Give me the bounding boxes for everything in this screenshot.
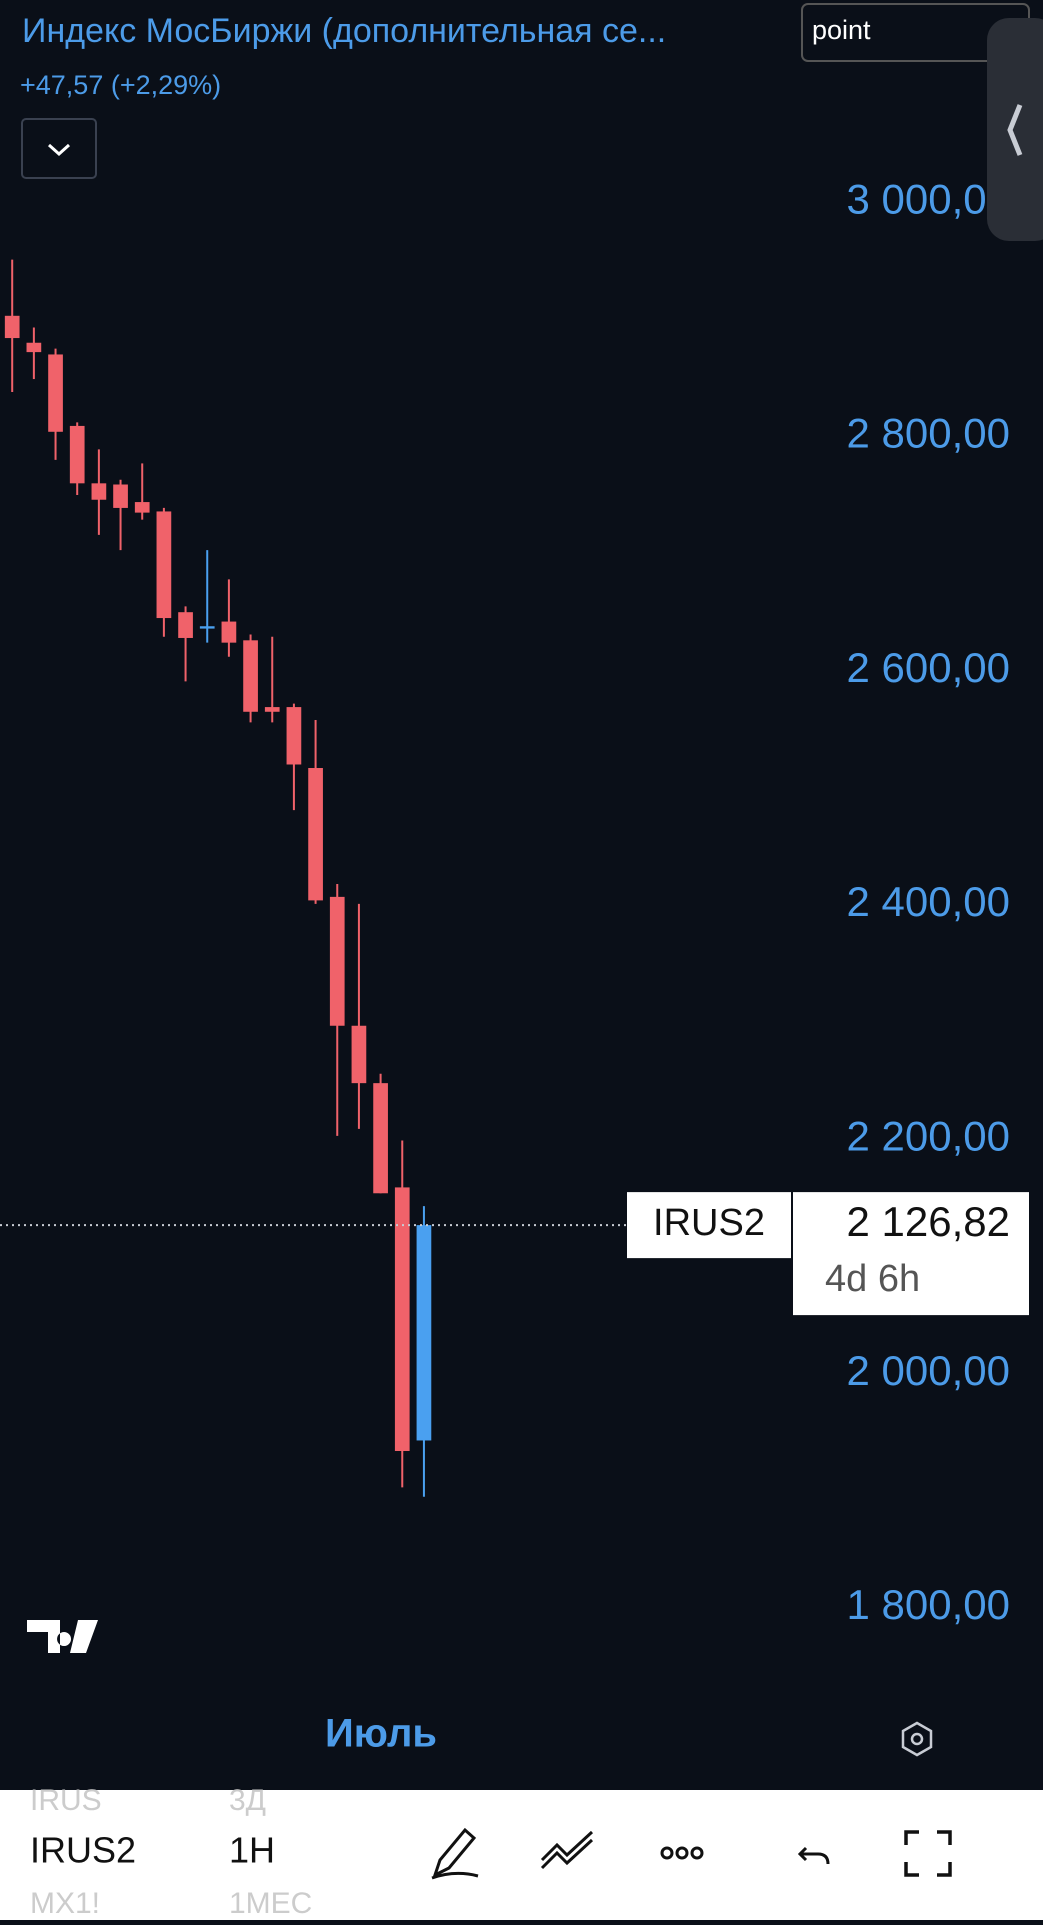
dot [660, 1846, 674, 1860]
dot [675, 1846, 689, 1860]
chart-background [0, 0, 1043, 1790]
candle-body [373, 1083, 388, 1194]
candle-body [221, 621, 237, 643]
input-text: point [812, 15, 871, 45]
search-input[interactable]: point [801, 3, 1030, 62]
candle-body [329, 896, 345, 1026]
interval-option[interactable]: 3Д [229, 1784, 266, 1817]
candle-body [286, 707, 302, 765]
candle-body [264, 707, 280, 712]
candle-body [178, 612, 193, 638]
price-label: 2 126,82 [847, 1198, 1011, 1245]
candle-body [394, 1187, 410, 1452]
candle-body [199, 626, 215, 629]
tools-icon[interactable] [540, 1830, 594, 1870]
candle-body [26, 342, 42, 353]
dropdown-button[interactable] [21, 118, 97, 179]
candle-body [113, 484, 128, 508]
logo [27, 1620, 98, 1653]
side-tab[interactable] [987, 18, 1043, 241]
countdown: 4d 6h [825, 1258, 920, 1300]
candle-body [4, 315, 20, 339]
button-frame [21, 118, 97, 179]
toolbar [0, 1790, 1043, 1920]
y-tick-label: 2 400,00 [847, 878, 1011, 925]
chevron [47, 143, 71, 157]
candle-body [48, 354, 63, 432]
candle-body [69, 425, 85, 484]
symbol-option[interactable]: IRUS2 [30, 1830, 136, 1871]
y-tick-label: 2 200,00 [847, 1112, 1011, 1159]
interval-option[interactable]: 1МЕС [229, 1887, 312, 1920]
candle-body [91, 483, 107, 500]
interval-option[interactable]: 1H [229, 1830, 275, 1871]
y-tick-label: 3 000,00 [847, 175, 1011, 222]
dot [690, 1846, 704, 1860]
candle-body [134, 502, 150, 513]
settings-icon-center [910, 1732, 924, 1746]
y-tick-label: 2 600,00 [847, 644, 1011, 691]
tab-arrow [1007, 104, 1023, 156]
symbol-tag [627, 1192, 791, 1259]
settings-icon[interactable] [901, 1721, 933, 1757]
change: +47,57 (+2,29%) [20, 70, 221, 100]
y-tick-label: 2 800,00 [847, 410, 1011, 457]
price-tag [793, 1192, 1029, 1316]
candle-body [156, 511, 172, 619]
draw-icon[interactable] [431, 1827, 479, 1880]
candle-body [308, 768, 323, 901]
symbol-option[interactable]: MX1! [30, 1887, 100, 1920]
chart-title: Индекс МосБиржи (дополнительная се... [22, 12, 666, 50]
undo-icon[interactable] [797, 1846, 830, 1865]
symbol-tag-text: IRUS2 [653, 1202, 765, 1244]
more-icon[interactable] [660, 1846, 704, 1860]
symbol-option[interactable]: IRUS [30, 1784, 102, 1817]
x-tick-label: Июль [325, 1712, 437, 1756]
candle-body [416, 1225, 432, 1441]
candle-body [351, 1025, 367, 1084]
y-tick-label: 2 000,00 [847, 1347, 1011, 1394]
tab-shape [987, 18, 1043, 241]
y-tick-label: 1 800,00 [847, 1581, 1011, 1628]
fullscreen-icon[interactable] [904, 1830, 952, 1877]
candle-body [243, 640, 258, 712]
